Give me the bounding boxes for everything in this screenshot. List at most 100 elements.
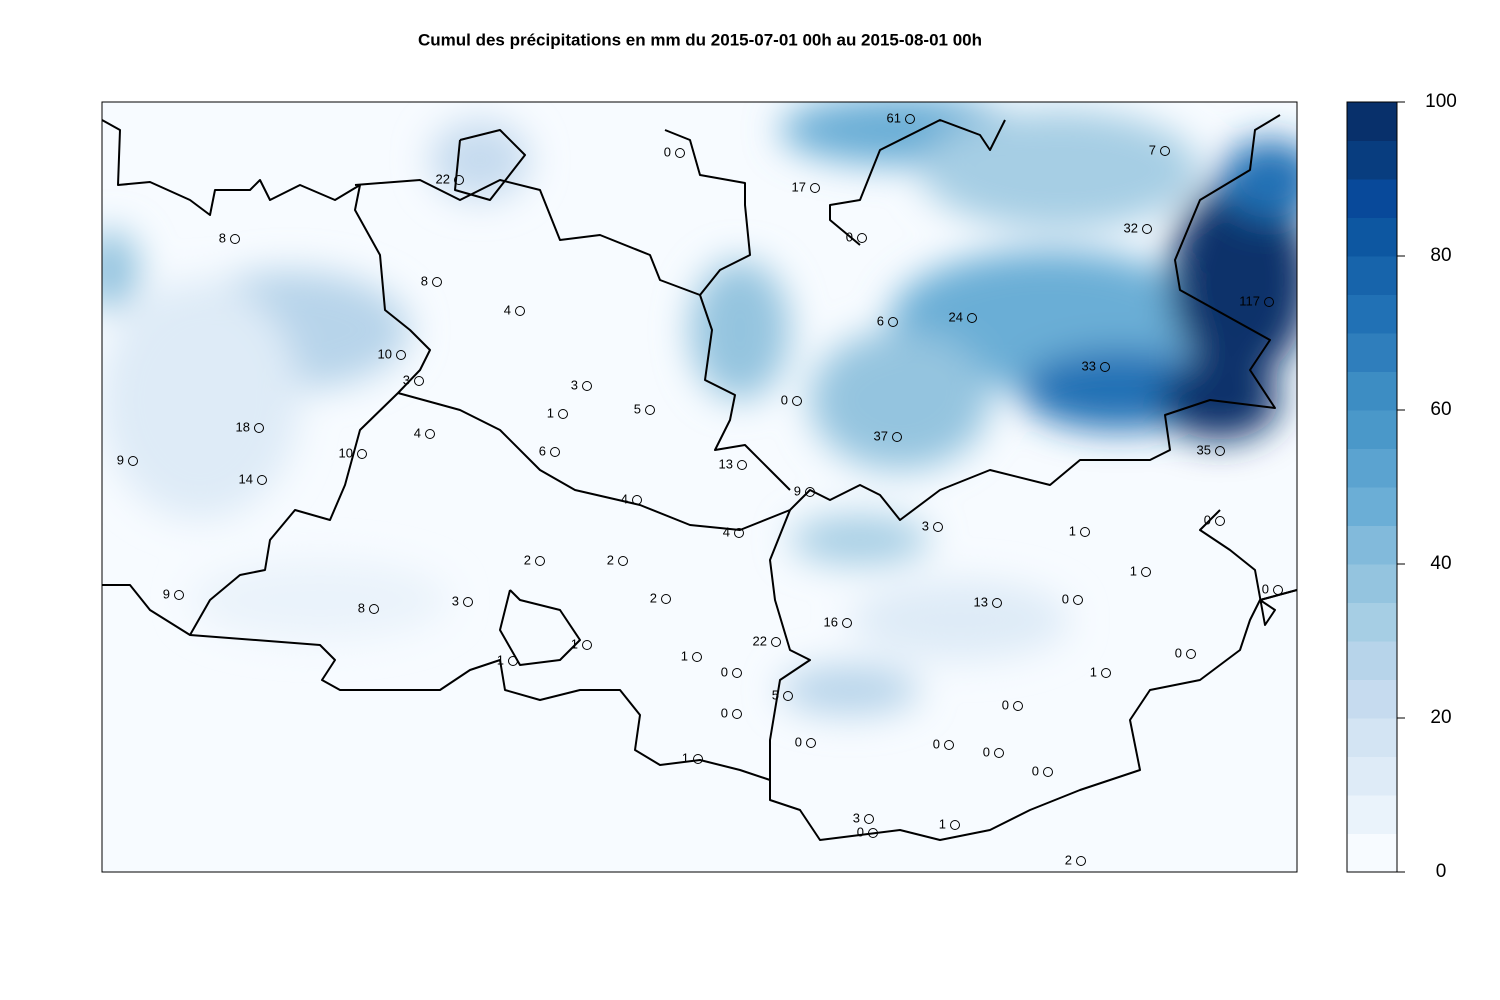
colorbar-bin	[1347, 718, 1397, 757]
station-marker	[454, 175, 464, 185]
station-value: 1	[1090, 664, 1097, 679]
station-marker	[1101, 668, 1111, 678]
colorbar-bin	[1347, 602, 1397, 642]
station-marker	[661, 594, 671, 604]
station-value: 9	[163, 586, 170, 601]
station-marker	[967, 313, 977, 323]
station-marker	[558, 409, 568, 419]
colorbar-bin	[1347, 256, 1397, 295]
station-value: 24	[949, 309, 963, 324]
station-value: 37	[874, 428, 888, 443]
station-marker	[692, 652, 702, 662]
station-value: 6	[539, 443, 546, 458]
colorbar-bin	[1347, 217, 1397, 257]
station-value: 0	[664, 144, 671, 159]
station-marker	[864, 814, 874, 824]
station-value: 16	[824, 614, 838, 629]
station-value: 0	[1002, 697, 1009, 712]
colorbar-tick-label: 60	[1430, 399, 1451, 420]
station-value: 0	[933, 736, 940, 751]
station-value: 3	[853, 810, 860, 825]
station-marker	[535, 556, 545, 566]
station-value: 8	[219, 230, 226, 245]
station-value: 117	[1239, 293, 1260, 308]
colorbar-bin	[1347, 641, 1397, 680]
station-marker	[396, 350, 406, 360]
station-value: 5	[634, 401, 641, 416]
station-value: 22	[436, 171, 450, 186]
station-value: 0	[721, 664, 728, 679]
colorbar-bin	[1347, 140, 1397, 180]
station-value: 17	[792, 179, 806, 194]
borders	[102, 114, 1297, 841]
station-marker	[582, 381, 592, 391]
station-value: 61	[887, 110, 901, 125]
station-marker	[857, 233, 867, 243]
station-marker	[734, 528, 744, 538]
station-marker	[645, 405, 655, 415]
station-value: 0	[781, 392, 788, 407]
station-value: 4	[723, 524, 730, 539]
station-marker	[732, 668, 742, 678]
station-value: 3	[452, 593, 459, 608]
station-marker	[515, 306, 525, 316]
station-marker	[806, 738, 816, 748]
station-marker	[805, 487, 815, 497]
station-value: 8	[421, 273, 428, 288]
station-marker	[425, 429, 435, 439]
station-value: 10	[378, 346, 392, 361]
station-marker	[783, 691, 793, 701]
station-value: 1	[497, 652, 504, 667]
colorbar-tick-label: 40	[1430, 553, 1451, 574]
colorbar-bin	[1347, 487, 1397, 526]
station-marker	[230, 234, 240, 244]
station-value: 4	[621, 491, 628, 506]
colorbar-tick-label: 20	[1430, 707, 1451, 728]
colorbar-bin	[1347, 179, 1397, 218]
station-value: 0	[1175, 645, 1182, 660]
station-value: 2	[524, 552, 531, 567]
station-marker	[933, 522, 943, 532]
station-marker	[357, 449, 367, 459]
station-value: 1	[939, 816, 946, 831]
station-value: 9	[117, 452, 124, 467]
station-value: 32	[1124, 220, 1138, 235]
station-value: 4	[414, 425, 421, 440]
station-marker	[414, 376, 424, 386]
station-value: 0	[983, 744, 990, 759]
station-value: 1	[1069, 523, 1076, 538]
colorbar-bin	[1347, 564, 1397, 603]
station-value: 3	[922, 518, 929, 533]
station-value: 0	[846, 229, 853, 244]
station-value: 1	[681, 648, 688, 663]
station-value: 10	[339, 445, 353, 460]
colorbar-bin	[1347, 679, 1397, 719]
station-marker	[1100, 362, 1110, 372]
colorbar-tick-label: 80	[1430, 245, 1451, 266]
station-marker	[632, 495, 642, 505]
station-value: 14	[239, 471, 253, 486]
station-marker	[1141, 567, 1151, 577]
station-marker	[693, 754, 703, 764]
station-value: 5	[772, 687, 779, 702]
station-marker	[771, 637, 781, 647]
station-marker	[732, 709, 742, 719]
colorbar-bin	[1347, 756, 1397, 796]
colorbar-bin	[1347, 371, 1397, 411]
colorbar: 0 20 40 60 80 100	[1346, 91, 1457, 882]
station-marker	[675, 148, 685, 158]
station-marker	[1142, 224, 1152, 234]
station-marker	[810, 183, 820, 193]
station-marker	[1186, 649, 1196, 659]
station-value: 2	[607, 552, 614, 567]
colorbar-tick-label: 100	[1425, 91, 1457, 112]
colorbar-frame	[1346, 101, 1398, 873]
station-value: 3	[571, 377, 578, 392]
station-value: 1	[1130, 563, 1137, 578]
station-value: 1	[571, 636, 578, 651]
precipitation-field	[102, 102, 1297, 872]
station-marker	[868, 828, 878, 838]
station-marker	[1080, 527, 1090, 537]
station-marker	[1043, 767, 1053, 777]
